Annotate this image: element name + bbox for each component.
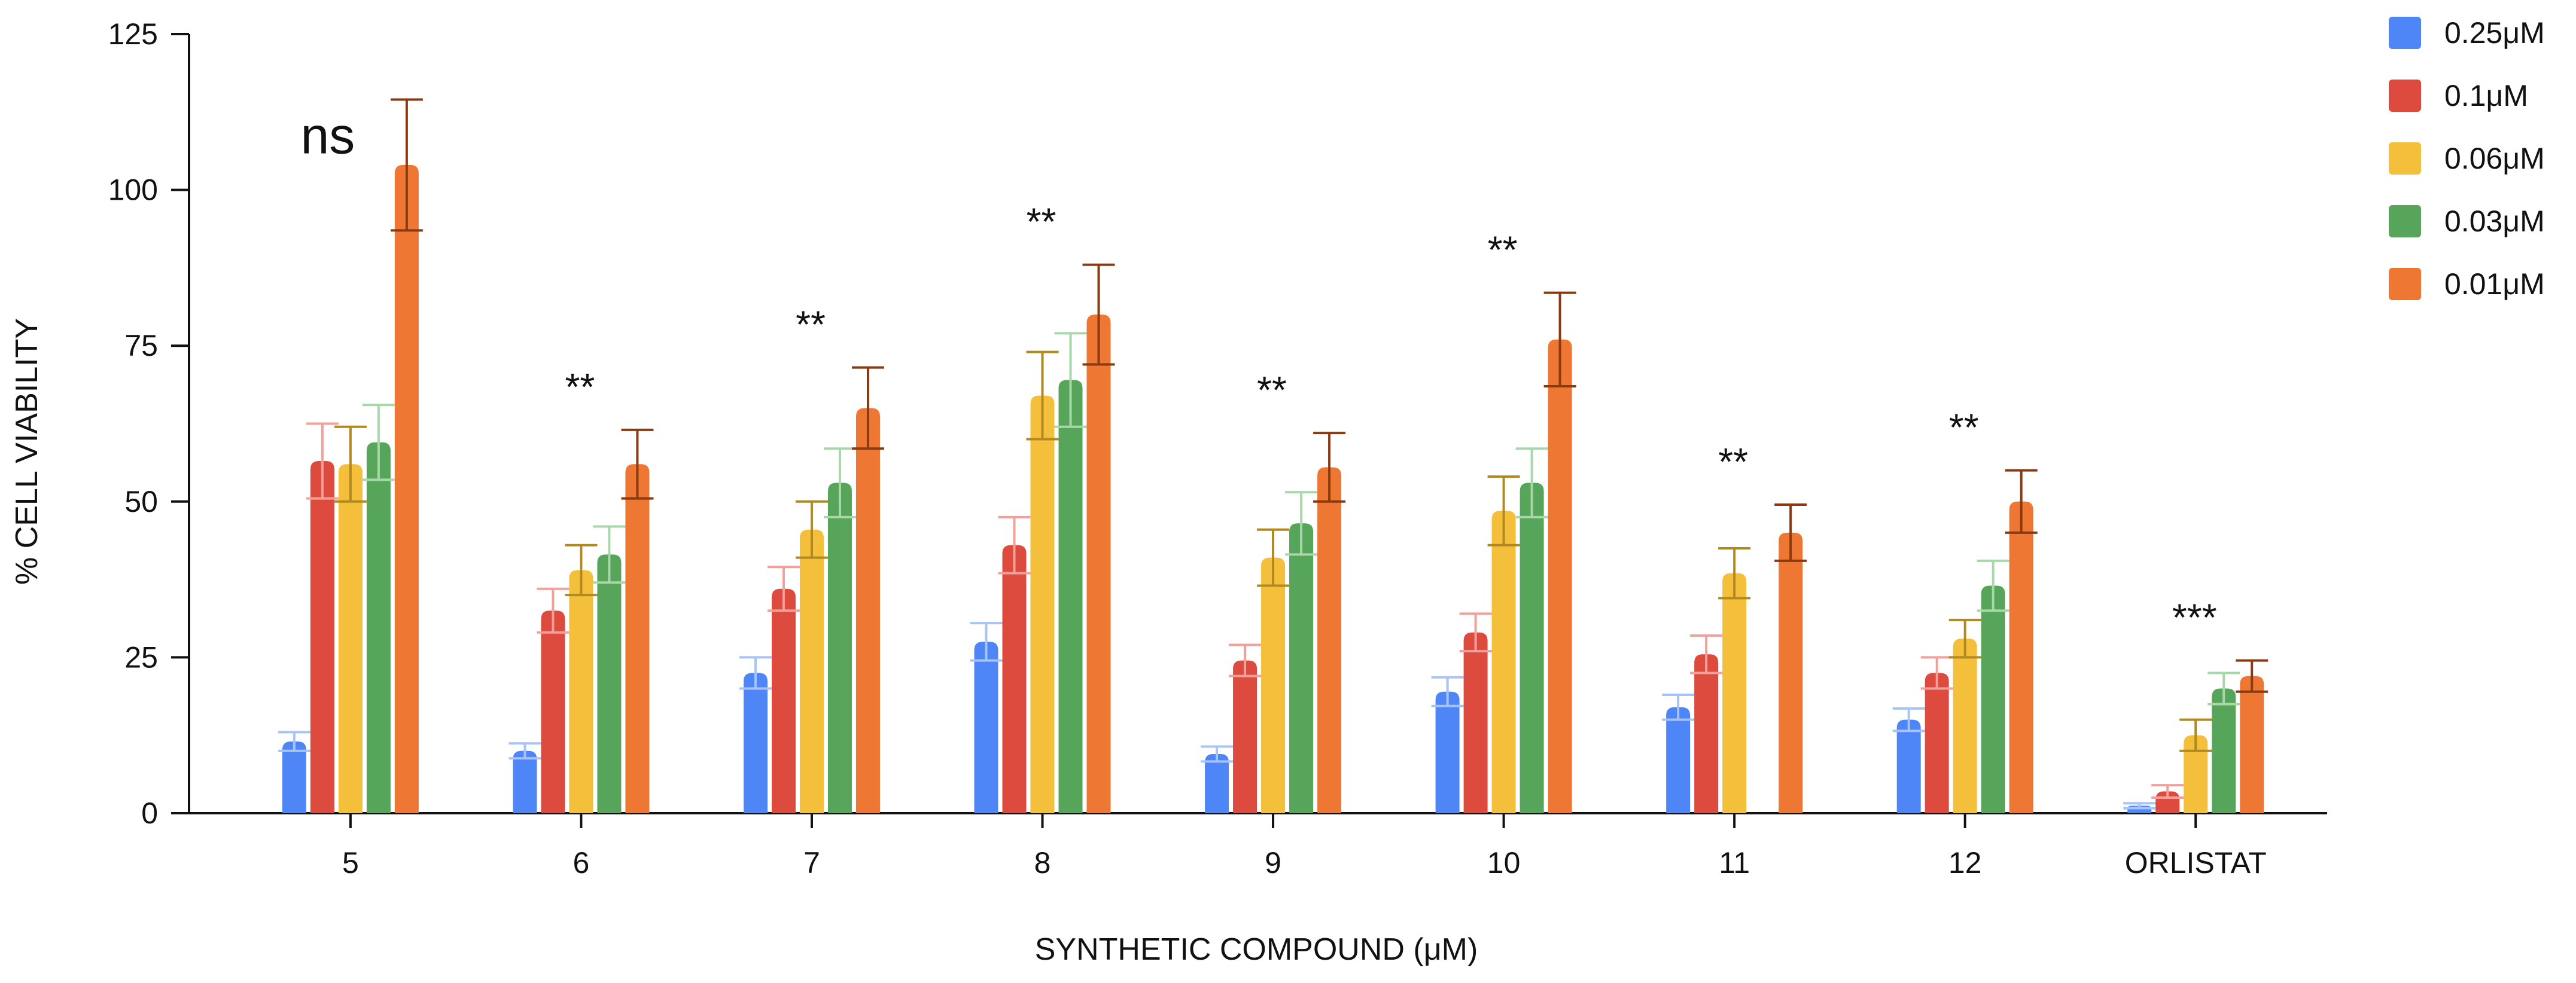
legend-label: 0.06μM [2444,142,2545,175]
significance-annotations: ns***************** [300,107,2216,639]
bar [1491,511,1516,813]
bar [1435,691,1460,813]
bar [2240,676,2264,813]
legend-swatch [2389,80,2421,112]
bar [541,610,565,813]
bar [366,442,391,813]
bar [1002,545,1027,813]
bar [1233,660,1257,813]
legend: 0.25μM 0.1μM 0.06μM 0.03μM 0.01μM [2389,16,2545,301]
bar [1694,654,1719,813]
bar [1722,573,1747,813]
legend-label: 0.1μM [2444,79,2528,112]
significance-label: ** [1257,368,1287,411]
bar [2212,688,2236,813]
x-tick-label: 5 [342,846,359,880]
bar [974,642,998,813]
bar [310,461,334,813]
bar [1317,467,1342,813]
x-tick-label: ORLISTAT [2125,846,2267,880]
significance-label: ** [1488,228,1518,271]
bar [2184,735,2208,813]
bar [282,741,306,813]
bar [1058,380,1083,813]
bar [1463,632,1488,813]
x-tick-label: 12 [1948,846,1982,880]
y-tick-label: 25 [124,640,158,674]
bar [625,464,650,813]
bar [1666,707,1691,813]
y-tick-label: 50 [124,485,158,518]
significance-label: ** [1718,440,1748,483]
bar [1520,483,1544,813]
legend-swatch [2389,268,2421,300]
bar [1925,673,1949,813]
y-tick-label: 75 [124,329,158,362]
bar [597,554,622,813]
bar [799,529,824,813]
y-axis-title: % CELL VIABILITY [10,318,44,585]
y-tick-label: 0 [141,796,158,830]
x-tick-label: 8 [1034,846,1051,880]
bar [1981,585,2005,813]
bar [827,483,852,813]
significance-label: ** [1949,406,1979,449]
x-tick-label: 6 [573,846,590,880]
significance-label: ** [565,365,595,408]
legend-label: 0.25μM [2444,16,2545,50]
legend-label: 0.01μM [2444,267,2545,301]
bar [338,464,363,813]
bar [513,750,537,813]
bar [394,164,419,813]
bar [1261,557,1286,813]
significance-label: ** [796,303,826,346]
significance-label: *** [2172,596,2217,639]
legend-swatch [2389,205,2421,237]
significance-label: ** [1027,200,1056,243]
bar [1953,639,1977,813]
legend-swatch [2389,17,2421,49]
bar [1205,753,1229,813]
bar [1030,395,1055,813]
bar [569,570,593,813]
y-tick-label: 125 [108,17,158,51]
bar [1896,719,1921,813]
legend-label: 0.03μM [2444,204,2545,238]
bar [2009,501,2033,813]
y-tick-label: 100 [108,173,158,207]
significance-label: ns [300,107,355,164]
bar [1289,523,1314,813]
x-tick-label: 11 [1719,846,1750,880]
bar [1548,339,1572,813]
x-tick-label: 10 [1487,846,1521,880]
bar [1779,532,1803,813]
bar [771,588,796,813]
x-axis-title: SYNTHETIC COMPOUND (μM) [1035,932,1478,967]
bar [1086,315,1111,813]
legend-swatch [2389,142,2421,175]
x-axis: 5 6 7 8 9 10 11 12 ORLISTAT [189,798,2327,880]
bar [855,408,880,813]
bar [743,673,768,813]
x-tick-label: 9 [1265,846,1281,880]
bars [278,98,2269,813]
x-tick-label: 7 [803,846,820,880]
y-axis: 0 25 50 75 100 125 [108,17,190,830]
